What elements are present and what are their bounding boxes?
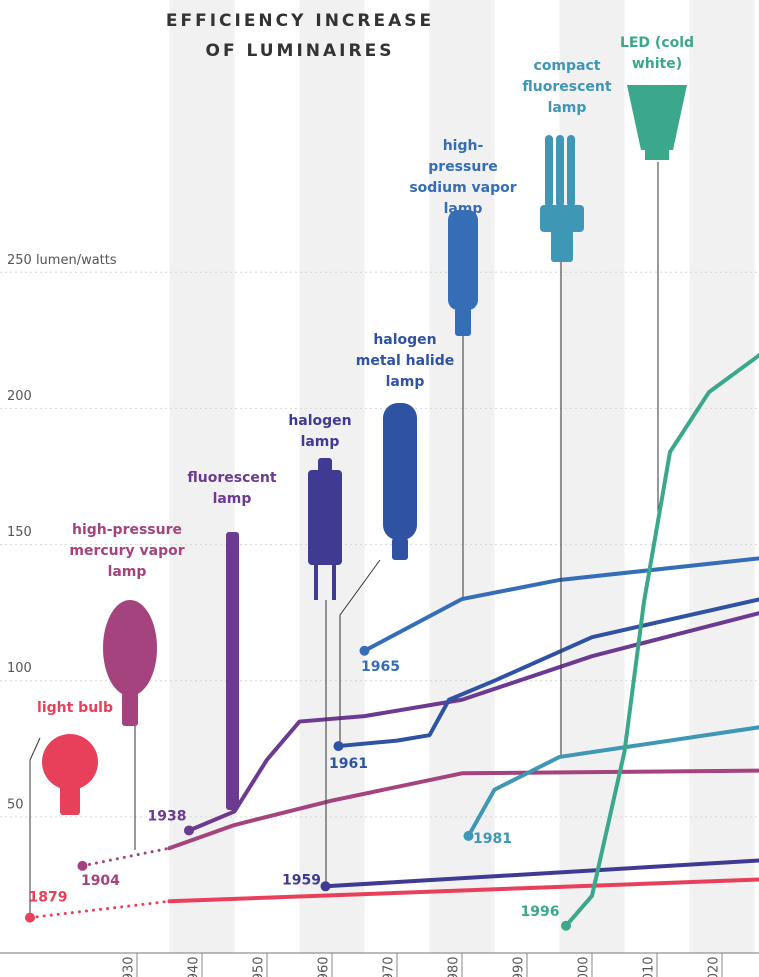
start-point [359,645,370,656]
icon [383,403,417,540]
y-tick-label: 50 [7,797,24,812]
lamp-label: compact fluorescent lamp [522,58,612,116]
x-tick-label: 2000 [577,956,592,977]
x-tick-label: 2010 [642,956,657,977]
lamp-label: high-pressure sodium vapor lamp [409,138,517,217]
lamp-icon [308,458,342,600]
icon [392,538,408,560]
lamp-label: high-pressure mercury vapor lamp [69,522,185,580]
line [187,611,759,833]
icon [556,135,564,207]
icon [545,135,553,207]
x-tick-label: 1970 [382,956,397,977]
chart-title: EFFICIENCY INCREASE OF LUMINAIRES [165,11,435,61]
x-tick-label: 1930 [122,956,137,977]
lamp-icon [540,135,584,262]
y-tick-label: 150 [7,525,32,540]
start-point [77,860,88,871]
lamp-icon [42,734,98,815]
start-year: 1965 [361,659,400,675]
y-tick-label: 100 [7,661,32,676]
x-tick-label: 1980 [447,956,462,977]
lamp-label: light bulb [37,700,113,716]
start-point [25,912,35,923]
line [167,877,759,904]
decade-band [429,0,495,953]
y-tick-label: 250 lumen/watts [7,253,117,268]
y-tick-label: 200 [7,389,32,404]
leader [29,737,41,761]
x-tick-label: 2020 [707,956,722,977]
icon [448,210,478,310]
start-year: 1879 [29,890,68,906]
decade-band [169,0,235,953]
x-tick-label: 1950 [252,956,267,977]
x-tick-label: 1960 [317,956,332,977]
start-year: 1938 [148,808,187,824]
decade-band [689,0,755,953]
line [466,725,759,838]
icon [645,150,669,160]
icon [122,690,138,726]
dotted-line [28,899,171,920]
x-tick-label: 1990 [512,956,527,977]
icon [567,135,575,207]
start-point [184,825,194,836]
start-year: 1996 [521,904,560,920]
lamp-icon [103,600,157,726]
x-tick-label: 1940 [187,956,202,977]
line [362,556,759,653]
icon [42,734,98,790]
lamp-label: halogen metal halide lamp [355,332,455,390]
icon [226,532,239,810]
lamp-label: halogen lamp [288,413,352,450]
dotted-line [80,846,171,868]
icon [455,308,471,336]
icon [551,230,573,262]
icon [103,600,157,696]
icon [314,565,318,600]
line [564,352,759,928]
icon [332,565,336,600]
start-point [320,881,331,892]
start-point [463,830,474,841]
icon [318,458,332,472]
icon [308,470,342,565]
icon [540,205,584,232]
start-year: 1904 [81,873,120,889]
icon [627,85,687,150]
line [167,768,759,851]
start-year: 1961 [329,756,368,772]
lamp-icon [226,532,239,810]
line [323,858,759,889]
start-year: 1981 [473,831,512,847]
start-year: 1959 [282,872,321,888]
lamp-icon [627,85,687,160]
lamp-icon [383,403,417,560]
lamp-label: fluorescent lamp [187,470,277,507]
leader [339,559,381,746]
start-point [333,741,344,752]
start-point [561,920,571,931]
line [336,597,759,749]
lamp-icon [448,210,478,336]
lamp-label: LED (cold white) [619,35,695,72]
icon [60,785,80,815]
